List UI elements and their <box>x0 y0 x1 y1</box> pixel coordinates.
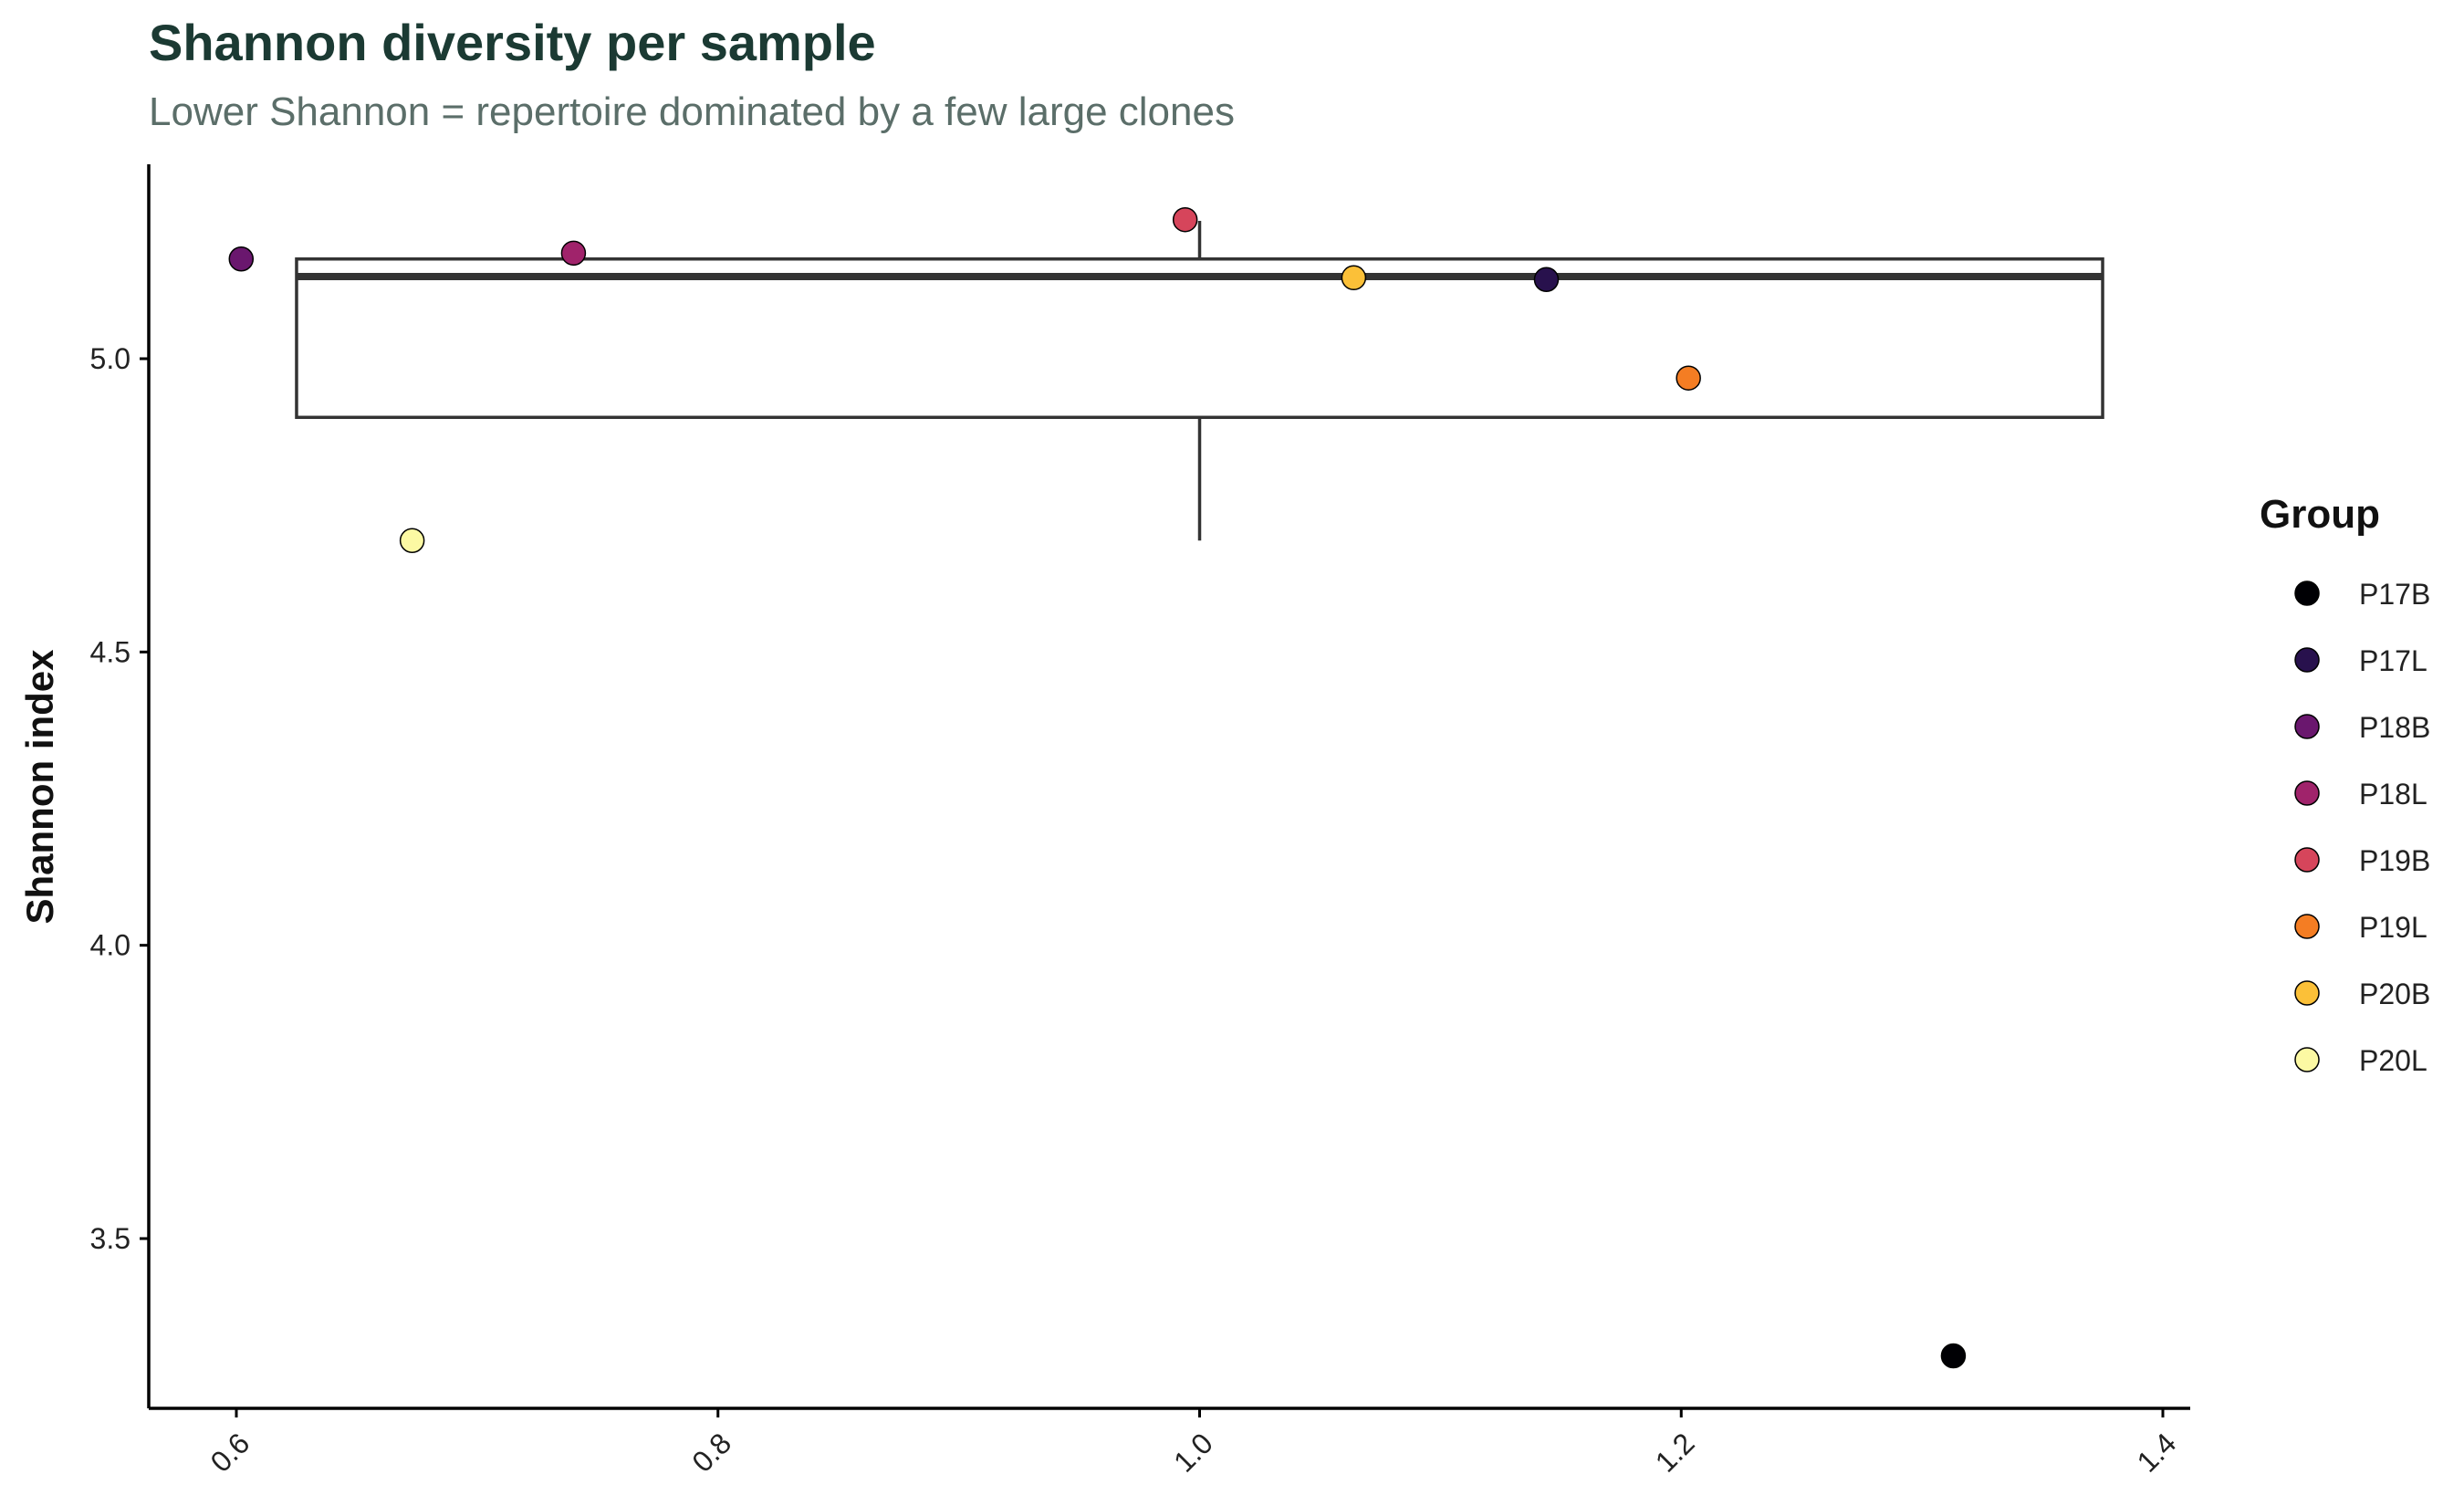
legend-label-p19l: P19L <box>2359 911 2427 944</box>
point-p19l <box>1676 365 1701 391</box>
box-iqr <box>295 256 2104 420</box>
legend-label-p20b: P20B <box>2359 978 2430 1010</box>
y-tick-label: 4.0 <box>90 929 131 962</box>
y-tick-label: 4.5 <box>90 635 131 668</box>
point-p17b <box>1940 1343 1967 1369</box>
legend-label-p18l: P18L <box>2359 778 2427 811</box>
legend-key-p17l <box>2294 647 2320 673</box>
point-p18l <box>560 240 587 267</box>
legend-key-p18b <box>2294 714 2320 739</box>
legend-label-p19b: P19B <box>2359 844 2430 877</box>
x-tick-label: 1.0 <box>1167 1427 1219 1479</box>
legend: Group P17B P17L P18B P18L P19B P19L P20B P20L <box>2260 492 2430 1077</box>
legend-title: Group <box>2260 492 2380 537</box>
x-tick-label: 0.6 <box>204 1427 256 1479</box>
y-tick-label: 3.5 <box>90 1222 131 1255</box>
chart-title: Shannon diversity per sample <box>149 14 876 71</box>
legend-key-p20l <box>2294 1047 2320 1072</box>
point-p20l <box>399 528 425 553</box>
point-p19b <box>1172 206 1198 233</box>
legend-label-p20l: P20L <box>2359 1044 2427 1077</box>
chart-subtitle: Lower Shannon = repertoire dominated by … <box>149 89 1235 134</box>
x-tick-label: 0.8 <box>685 1427 737 1479</box>
point-p20b <box>1341 265 1367 291</box>
boxplot <box>295 220 2104 541</box>
x-tick-label: 1.2 <box>1649 1427 1701 1479</box>
legend-label-p17l: P17L <box>2359 644 2427 677</box>
legend-label-p17b: P17B <box>2359 578 2430 611</box>
point-p18b <box>228 246 255 272</box>
y-tick-label: 5.0 <box>90 342 131 375</box>
x-tick-label: 1.4 <box>2130 1427 2182 1479</box>
legend-key-p17b <box>2294 580 2320 606</box>
legend-key-p19b <box>2294 847 2320 873</box>
legend-key-p18l <box>2294 780 2320 806</box>
data-points <box>228 206 1967 1369</box>
y-axis-title: Shannon index <box>18 649 61 925</box>
legend-label-p18b: P18B <box>2359 711 2430 744</box>
legend-key-p19l <box>2294 914 2320 939</box>
point-p17l <box>1533 267 1560 292</box>
axes: Shannon index 3.5 4.0 4.5 5.0 0.6 0.8 1.0 1.2 1.… <box>18 164 2190 1479</box>
legend-key-p20b <box>2294 980 2320 1006</box>
